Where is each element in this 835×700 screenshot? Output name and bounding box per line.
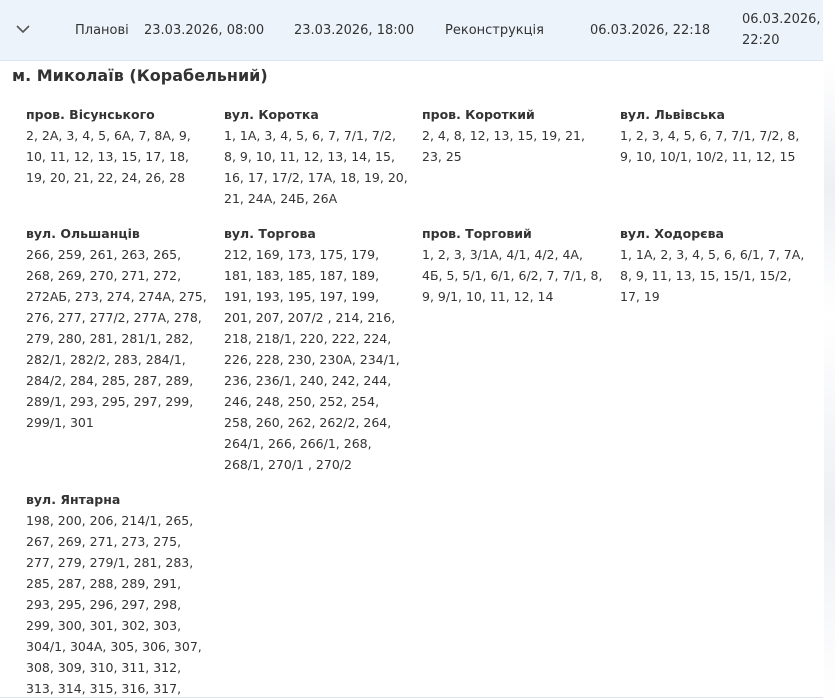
house-list: 212, 169, 173, 175, 179, 181, 183, 185, … (224, 247, 400, 472)
house-list: 1, 1А, 3, 4, 5, 6, 7, 7/1, 7/2, 8, 9, 10… (224, 128, 408, 206)
street-block: пров. Вісунського 2, 2А, 3, 4, 5, 6А, 7, … (26, 104, 211, 209)
street-name: пров. Короткий (422, 107, 535, 122)
house-list: 2, 4, 8, 12, 13, 15, 19, 21, 23, 25 (422, 128, 585, 164)
street-block: вул. Коротка 1, 1А, 3, 4, 5, 6, 7, 7/1, 7… (224, 104, 409, 209)
house-list: 266, 259, 261, 263, 265, 268, 269, 270, … (26, 247, 207, 430)
house-list: 1, 1А, 2, 3, 4, 5, 6, 6/1, 7, 7А, 8, 9, … (620, 247, 805, 304)
house-list: 1, 2, 3, 4, 5, 6, 7, 7/1, 7/2, 8, 9, 10,… (620, 128, 800, 164)
street-name: вул. Коротка (224, 107, 319, 122)
street-block: вул. Ходорєва 1, 1А, 2, 3, 4, 5, 6, 6/1, … (620, 223, 805, 475)
header-cell: 06.03.2026, 22:18 (590, 22, 711, 38)
street-name: вул. Львівська (620, 107, 725, 122)
street-block: вул. Янтарна 198, 200, 206, 214/1, 265, 2… (26, 489, 211, 700)
street-name: пров. Вісунського (26, 107, 155, 122)
street-name: вул. Торгова (224, 226, 316, 241)
header-cell: Реконструкція (445, 22, 544, 38)
divider (0, 697, 823, 698)
street-name: вул. Янтарна (26, 492, 121, 507)
city-title: м. Миколаїв (Корабельний) (12, 66, 268, 85)
street-block: вул. Торгова 212, 169, 173, 175, 179, 181… (224, 223, 409, 475)
street-name: пров. Торговий (422, 226, 532, 241)
house-list: 2, 2А, 3, 4, 5, 6А, 7, 8А, 9, 10, 11, 12… (26, 128, 191, 185)
chevron-icon[interactable] (16, 24, 30, 34)
street-block: пров. Торговий 1, 2, 3, 3/1А, 4/1, 4/2, 4… (422, 223, 607, 475)
header-cell: 23.03.2026, 18:00 (294, 22, 415, 38)
outage-row[interactable]: Планові 23.03.2026, 08:00 23.03.2026, 18:0… (0, 0, 823, 61)
header-cell: 06.03.2026, 22:20 (742, 12, 821, 48)
street-name: вул. Ольшанців (26, 226, 140, 241)
street-grid: пров. Вісунського 2, 2А, 3, 4, 5, 6А, 7, … (26, 104, 816, 700)
street-block: вул. Ольшанців 266, 259, 261, 263, 265, 2… (26, 223, 211, 475)
header-cell: 23.03.2026, 08:00 (144, 22, 265, 38)
street-name: вул. Ходорєва (620, 226, 724, 241)
header-cell: Планові (75, 22, 129, 38)
street-block: пров. Короткий 2, 4, 8, 12, 13, 15, 19, 2… (422, 104, 607, 209)
side-decoration (824, 60, 835, 700)
house-list: 1, 2, 3, 3/1А, 4/1, 4/2, 4А, 4Б, 5, 5/1,… (422, 247, 603, 304)
street-block: вул. Львівська 1, 2, 3, 4, 5, 6, 7, 7/1, … (620, 104, 805, 209)
house-list: 198, 200, 206, 214/1, 265, 267, 269, 271… (26, 513, 202, 696)
